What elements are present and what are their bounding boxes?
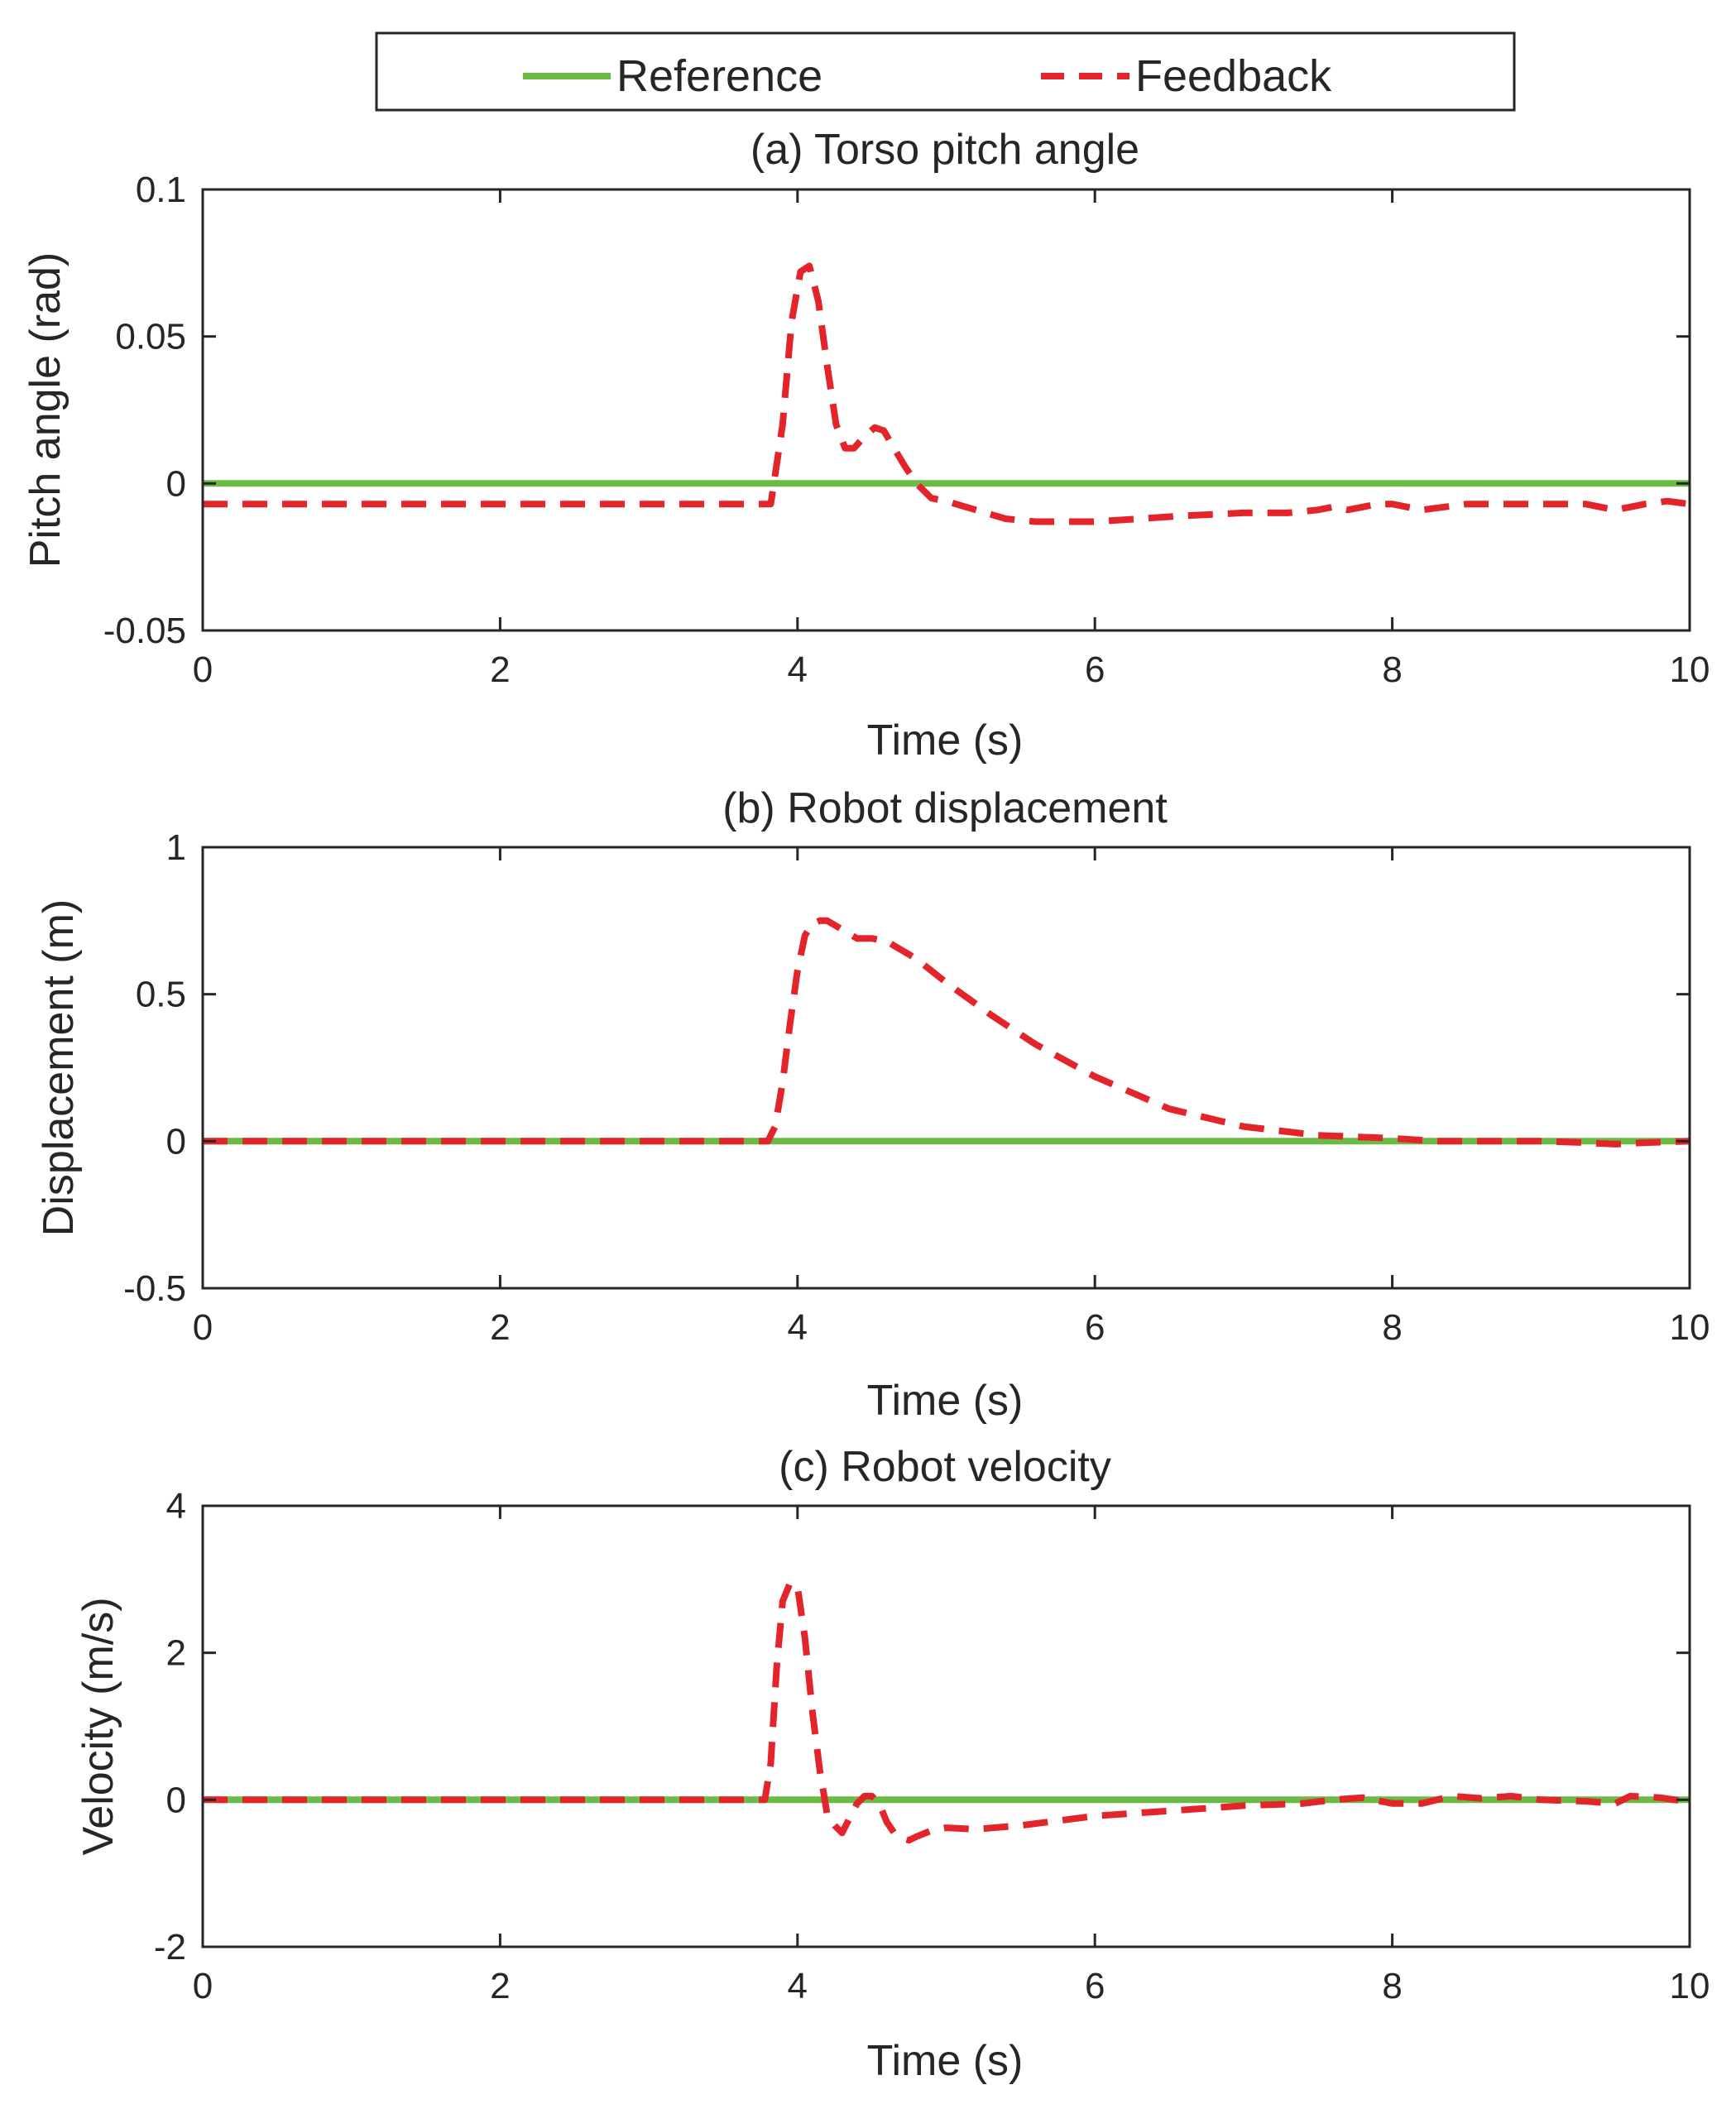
y-tick-label: 0.5 xyxy=(136,975,186,1015)
y-tick-label: 0.1 xyxy=(136,170,186,210)
y-axis-label: Velocity (m/s) xyxy=(74,1597,122,1855)
x-tick-label: 2 xyxy=(490,649,510,690)
y-tick-label: 0 xyxy=(166,1780,186,1820)
y-tick-label: 4 xyxy=(166,1486,186,1526)
plot-frame xyxy=(201,846,1691,1290)
x-tick-label: 0 xyxy=(193,649,213,690)
x-tick-label: 6 xyxy=(1085,1307,1105,1348)
panel-title: (b) Robot displacement xyxy=(722,784,1168,832)
x-tick-label: 6 xyxy=(1085,649,1105,690)
legend-reference-label: Reference xyxy=(616,51,822,101)
y-tick-label: 0 xyxy=(166,463,186,504)
legend: Reference Feedback xyxy=(375,31,1516,112)
panel-title: (c) Robot velocity xyxy=(779,1443,1111,1491)
series-line-feedback xyxy=(203,1579,1690,1844)
y-axis-label: Displacement (m) xyxy=(35,899,83,1236)
x-axis-label: Time (s) xyxy=(867,2037,1024,2085)
legend-feedback-label: Feedback xyxy=(1135,51,1332,101)
y-tick-label: 0 xyxy=(166,1121,186,1162)
x-tick-label: 10 xyxy=(1670,649,1710,690)
y-axis-label: Pitch angle (rad) xyxy=(22,252,70,568)
x-tick-label: 8 xyxy=(1382,649,1402,690)
plot-area xyxy=(203,262,1690,525)
x-tick-label: 8 xyxy=(1382,1307,1402,1348)
y-tick-label: -0.5 xyxy=(123,1268,186,1309)
x-tick-label: 2 xyxy=(490,1307,510,1348)
y-tick-label: -0.05 xyxy=(103,611,186,651)
x-tick-label: 4 xyxy=(788,649,808,690)
x-axis-label: Time (s) xyxy=(867,1377,1024,1425)
panel-robot-displacement: (b) Robot displacement 0 2 4 6 8 10-0.500.51 … xyxy=(35,784,1710,1425)
x-tick-label: 8 xyxy=(1382,1966,1402,2006)
y-tick-label: 1 xyxy=(166,827,186,868)
x-tick-label: 2 xyxy=(490,1966,510,2006)
ticks: 0 2 4 6 8 10-0.500.51 xyxy=(123,827,1710,1348)
x-tick-label: 10 xyxy=(1670,1307,1710,1348)
series-line-feedback xyxy=(203,262,1690,525)
plot-frame xyxy=(201,188,1691,632)
series-line-feedback xyxy=(203,917,1690,1148)
x-tick-label: 6 xyxy=(1085,1966,1105,2006)
x-tick-label: 0 xyxy=(193,1966,213,2006)
x-tick-label: 4 xyxy=(788,1307,808,1348)
panel-torso-pitch-angle: (a) Torso pitch angle 0 2 4 6 8 10-0.0500.050… xyxy=(22,126,1710,764)
y-tick-label: 2 xyxy=(166,1633,186,1674)
y-tick-label: 0.05 xyxy=(115,317,186,357)
legend-box xyxy=(375,31,1516,112)
x-tick-label: 0 xyxy=(193,1307,213,1348)
panel-title: (a) Torso pitch angle xyxy=(751,126,1139,174)
plot-area xyxy=(203,1579,1690,1844)
x-tick-label: 10 xyxy=(1670,1966,1710,2006)
plot-area xyxy=(203,917,1690,1148)
x-tick-label: 4 xyxy=(788,1966,808,2006)
y-tick-label: -2 xyxy=(154,1927,186,1967)
x-axis-label: Time (s) xyxy=(867,717,1024,764)
plot-frame xyxy=(201,1504,1691,1948)
